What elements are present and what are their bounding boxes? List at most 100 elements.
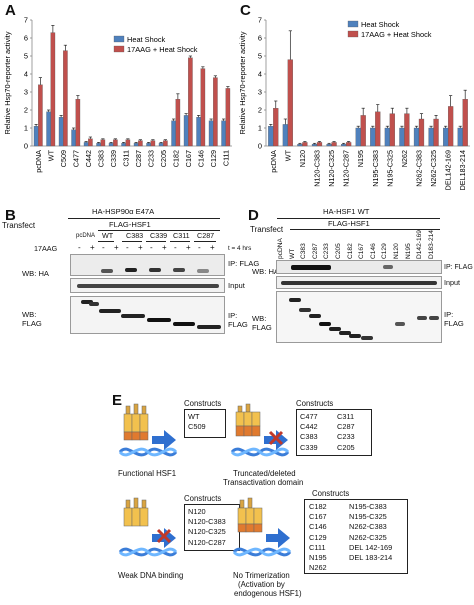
wb-flag-label: FLAG [252, 323, 272, 332]
treatment-signs: - + - + - + - + - + - + [78, 244, 228, 254]
y-tick-label: 5 [258, 52, 262, 61]
bar [58, 117, 64, 147]
x-tick-label: C509 [59, 150, 68, 167]
bracket-line [98, 230, 220, 231]
bar [428, 127, 434, 147]
time-label: t = 4 hrs [228, 245, 252, 252]
bar [75, 99, 81, 147]
y-tick-label: 2 [258, 106, 262, 115]
construct-label: HA-HSP90α E47A [92, 207, 155, 216]
truncated-hsf1-diagram [230, 403, 290, 457]
lane-label: D142-169 [416, 230, 424, 259]
treatment-sign: - [126, 243, 129, 252]
wb-ha-label: WB: HA [22, 269, 50, 278]
panel-label-e: E [112, 392, 123, 409]
bar [46, 111, 51, 147]
blot-band [291, 265, 331, 270]
ip-flag-label: IP: FLAG [228, 259, 260, 268]
construct-item: C442 [300, 422, 318, 432]
constructs-header: Constructs [184, 399, 222, 408]
bar [345, 142, 352, 147]
treatment-sign: - [150, 243, 153, 252]
treatment-sign: + [138, 243, 143, 252]
bar [188, 57, 193, 147]
construct-item: C129 [309, 532, 327, 542]
blot-band [197, 325, 221, 329]
x-tick-label: C233 [146, 150, 155, 167]
bar [163, 140, 168, 147]
bar [108, 143, 114, 147]
bar [88, 138, 93, 147]
bar [183, 115, 189, 147]
bar [208, 120, 214, 147]
x-tick-label: DEL142-169 [444, 150, 453, 190]
blot-band [339, 331, 351, 335]
treatment-sign: + [210, 243, 215, 252]
bar [457, 127, 463, 147]
y-tick-label: 4 [24, 70, 28, 79]
y-tick-label: 5 [24, 52, 28, 61]
bar [433, 118, 439, 147]
input-label: Input [444, 278, 460, 287]
construct-item: N262-C383 [349, 522, 387, 532]
construct-item: DEL 183-214 [349, 553, 393, 563]
x-tick-label: N262-C325 [429, 150, 438, 187]
x-tick-label: C339 [109, 150, 118, 167]
lane-label: N120 [393, 243, 400, 259]
ip-flag-label: IP: FLAG [444, 264, 473, 271]
construct-item: N120-C287 [188, 537, 226, 547]
lane-label: C311 [173, 231, 190, 240]
y-tick-label: 7 [258, 16, 262, 25]
lane-label: N195 [404, 243, 412, 259]
lane-label: C129 [381, 243, 389, 259]
y-tick-label: 3 [258, 88, 262, 97]
x-tick-label: pcDNA [34, 150, 43, 173]
blot-band [197, 269, 209, 273]
bracket-line [68, 218, 220, 219]
construct-item: N262-C325 [349, 532, 387, 542]
blot-band [125, 268, 137, 272]
panel-label-d: D [248, 207, 259, 224]
y-tick-label: 6 [258, 34, 262, 43]
bar [121, 143, 126, 147]
blot-band [281, 281, 437, 285]
wb-ha-label: WB: HA [252, 267, 280, 276]
y-axis-title: Relative Hsp70-reporter activity [238, 31, 247, 134]
treatment-sign: + [162, 243, 167, 252]
bar [418, 118, 425, 147]
functional-label: Functional HSF1 [118, 469, 177, 478]
bar [150, 140, 156, 147]
bar [413, 127, 420, 147]
bar [302, 142, 308, 147]
bar [125, 139, 131, 147]
bar [341, 144, 347, 147]
construct-box: C182 C167 C146 C129 C111 N195 N262 N195-… [304, 499, 408, 574]
y-tick-label: 2 [24, 106, 28, 115]
construct-item: C146 [309, 522, 327, 532]
construct-item: DEL 142-169 [349, 542, 393, 552]
input-label: Input [228, 281, 245, 290]
bracket-line [290, 229, 440, 230]
x-tick-label: N195-C325 [385, 150, 394, 187]
bar [331, 142, 337, 147]
construct-item: N195-C383 [349, 502, 387, 511]
underline [122, 241, 142, 242]
treatment-sign: + [90, 243, 95, 252]
bar [213, 77, 218, 147]
bar [370, 127, 376, 147]
construct-item: C477 [300, 412, 318, 421]
construct-column: C182 C167 C146 C129 C111 N195 N262 [309, 502, 327, 573]
blot-band [147, 318, 171, 322]
x-tick-label: N120-C325 [327, 150, 336, 187]
x-tick-label: pcDNA [269, 150, 278, 173]
blot-band [89, 302, 99, 306]
blot-ip [276, 260, 442, 274]
construct-item: N195-C325 [349, 512, 387, 522]
y-tick-label: 1 [24, 124, 28, 133]
lane-label: D183-214 [427, 230, 435, 259]
bar [171, 120, 176, 147]
lane-label: C167 [358, 243, 366, 259]
construct-item: C167 [309, 512, 327, 522]
blot-band [121, 314, 145, 318]
bar [158, 143, 164, 147]
